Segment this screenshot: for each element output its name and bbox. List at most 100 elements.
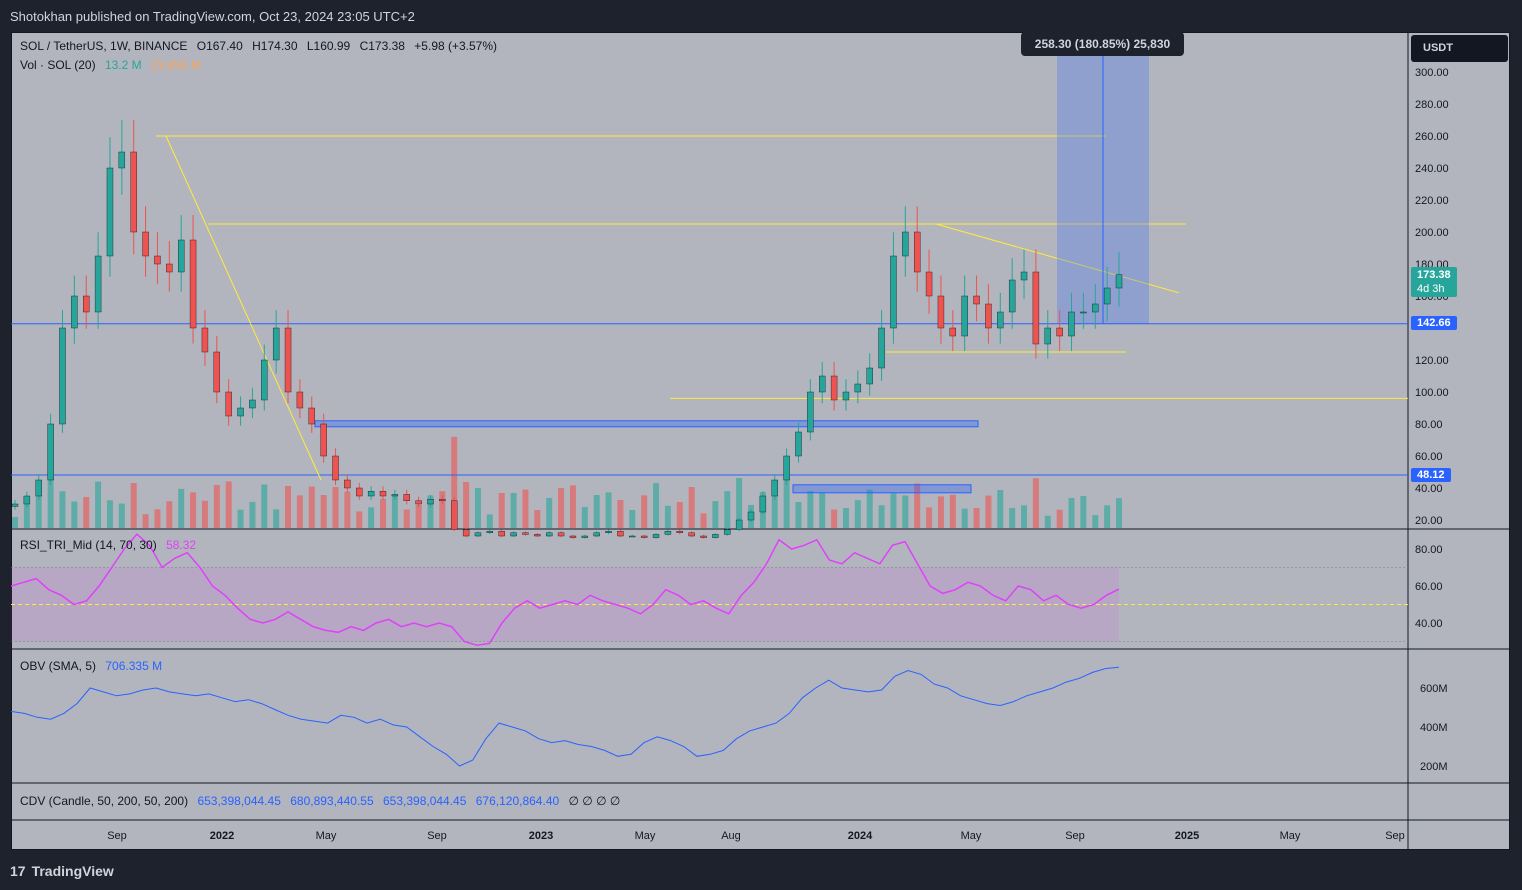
chart-area[interactable] (11, 32, 1510, 850)
candle-body (308, 407, 315, 425)
candle-body (367, 491, 375, 497)
volume-bar (949, 494, 956, 528)
top-bar: Shotokhan published on TradingView.com, … (0, 0, 1522, 32)
volume-bar (926, 507, 933, 528)
candle-body (83, 295, 90, 313)
currency-selector[interactable]: USDT (1411, 35, 1508, 62)
obv-tick-label: 600M (1420, 683, 1448, 695)
volume-bar (937, 496, 944, 528)
volume-bar (190, 492, 197, 528)
candle-body (617, 531, 624, 537)
candle-body (807, 391, 814, 433)
cdv-value-1: 653,398,044.45 (197, 794, 281, 808)
volume-bar (308, 486, 315, 528)
volume-bar (783, 478, 790, 528)
time-tick-label: Sep (427, 830, 447, 842)
tradingview-brand[interactable]: 17 TradingView (10, 863, 114, 879)
candle-body (118, 151, 126, 169)
price-tick-label: 280.00 (1415, 99, 1449, 111)
candle-body (569, 535, 577, 538)
candle-body (451, 500, 458, 530)
time-tick-label: Sep (107, 830, 127, 842)
candle-body (676, 531, 683, 534)
candle-body (735, 519, 743, 530)
volume-bar (914, 483, 921, 528)
volume-bar (534, 510, 541, 528)
volume-bar (1068, 498, 1075, 528)
obv-tick-label: 200M (1420, 761, 1448, 773)
volume-bar (676, 502, 683, 528)
candle-body (486, 531, 494, 534)
main-legend: SOL / TetherUS, 1W, BINANCE O167.40 H174… (20, 39, 503, 53)
candle-body (59, 327, 66, 425)
candle-body (712, 534, 719, 538)
candle-body (379, 491, 387, 497)
volume-bar (641, 495, 648, 528)
candle-body (189, 239, 197, 329)
cdv-value-3: 653,398,044.45 (382, 794, 467, 808)
candle-body (605, 531, 612, 534)
demand-zone-box (792, 484, 972, 494)
rsi-tick-label: 60.00 (1415, 581, 1443, 593)
obv-legend: OBV (SMA, 5) 706.335 M (20, 659, 168, 673)
candle-body (427, 499, 434, 505)
time-tick-label: May (635, 830, 656, 842)
candle-body (1115, 274, 1123, 289)
candle-body (391, 494, 399, 497)
candle-body (403, 494, 410, 501)
volume-bar (47, 469, 54, 528)
volume-bar (771, 487, 778, 528)
volume-bar (463, 482, 470, 528)
volume-bar (237, 509, 244, 528)
obv-tick-label: 400M (1420, 722, 1448, 734)
candle-body (356, 487, 363, 497)
price-tick-label: 20.00 (1415, 515, 1443, 527)
volume-bar (439, 491, 446, 528)
volume-bar (285, 486, 292, 528)
candle-body (913, 231, 921, 273)
candle-body (320, 423, 327, 457)
price-tick-label: 60.00 (1415, 451, 1443, 463)
candle-body (783, 455, 790, 481)
time-tick-label: 2024 (848, 830, 873, 842)
price-tick-label: 120.00 (1415, 355, 1449, 367)
candle-body (439, 499, 446, 502)
candle-body (261, 359, 268, 401)
volume-bar (59, 491, 66, 528)
volume-bar (71, 501, 78, 528)
volume-bar (130, 483, 137, 528)
chart-canvas[interactable]: 80.00 60.00 40.00 600M 400M 200M 300.00 280.0… (11, 32, 1510, 850)
volume-bar (985, 495, 992, 528)
candle-body (724, 529, 731, 535)
candle-body (213, 351, 221, 393)
time-tick-label: 2025 (1175, 830, 1199, 842)
obv-line (11, 666, 1120, 767)
time-tick-label: Sep (1065, 830, 1085, 842)
candle-body (985, 303, 992, 329)
candle-body (890, 255, 897, 329)
time-tick-label: Aug (721, 830, 741, 842)
volume-bar (1032, 478, 1039, 528)
time-tick-label: Sep (1385, 830, 1405, 842)
volume-bar (35, 490, 42, 528)
volume-bar (486, 514, 493, 528)
candle-body (1008, 279, 1016, 313)
publisher-label: Shotokhan published on TradingView.com, … (10, 9, 415, 24)
volume-bar (368, 507, 375, 528)
price-tick-label: 220.00 (1415, 195, 1449, 207)
obv-value: 706.335 M (105, 659, 163, 673)
demand-zone-box (314, 420, 979, 428)
candle-body (498, 531, 505, 537)
candle-body (937, 295, 945, 329)
volume-ma-value: 23.856 M (150, 58, 202, 72)
candle-body (462, 529, 470, 537)
volume-bar (617, 500, 624, 528)
candle-body (296, 391, 304, 409)
volume-bar (973, 508, 980, 528)
candle-body (522, 532, 529, 535)
volume-bar (225, 481, 232, 528)
volume-bar (12, 517, 18, 528)
volume-value: 13.2 M (104, 58, 142, 72)
candle-body (593, 532, 600, 537)
level-tag-48: 48.12 (1411, 468, 1451, 482)
